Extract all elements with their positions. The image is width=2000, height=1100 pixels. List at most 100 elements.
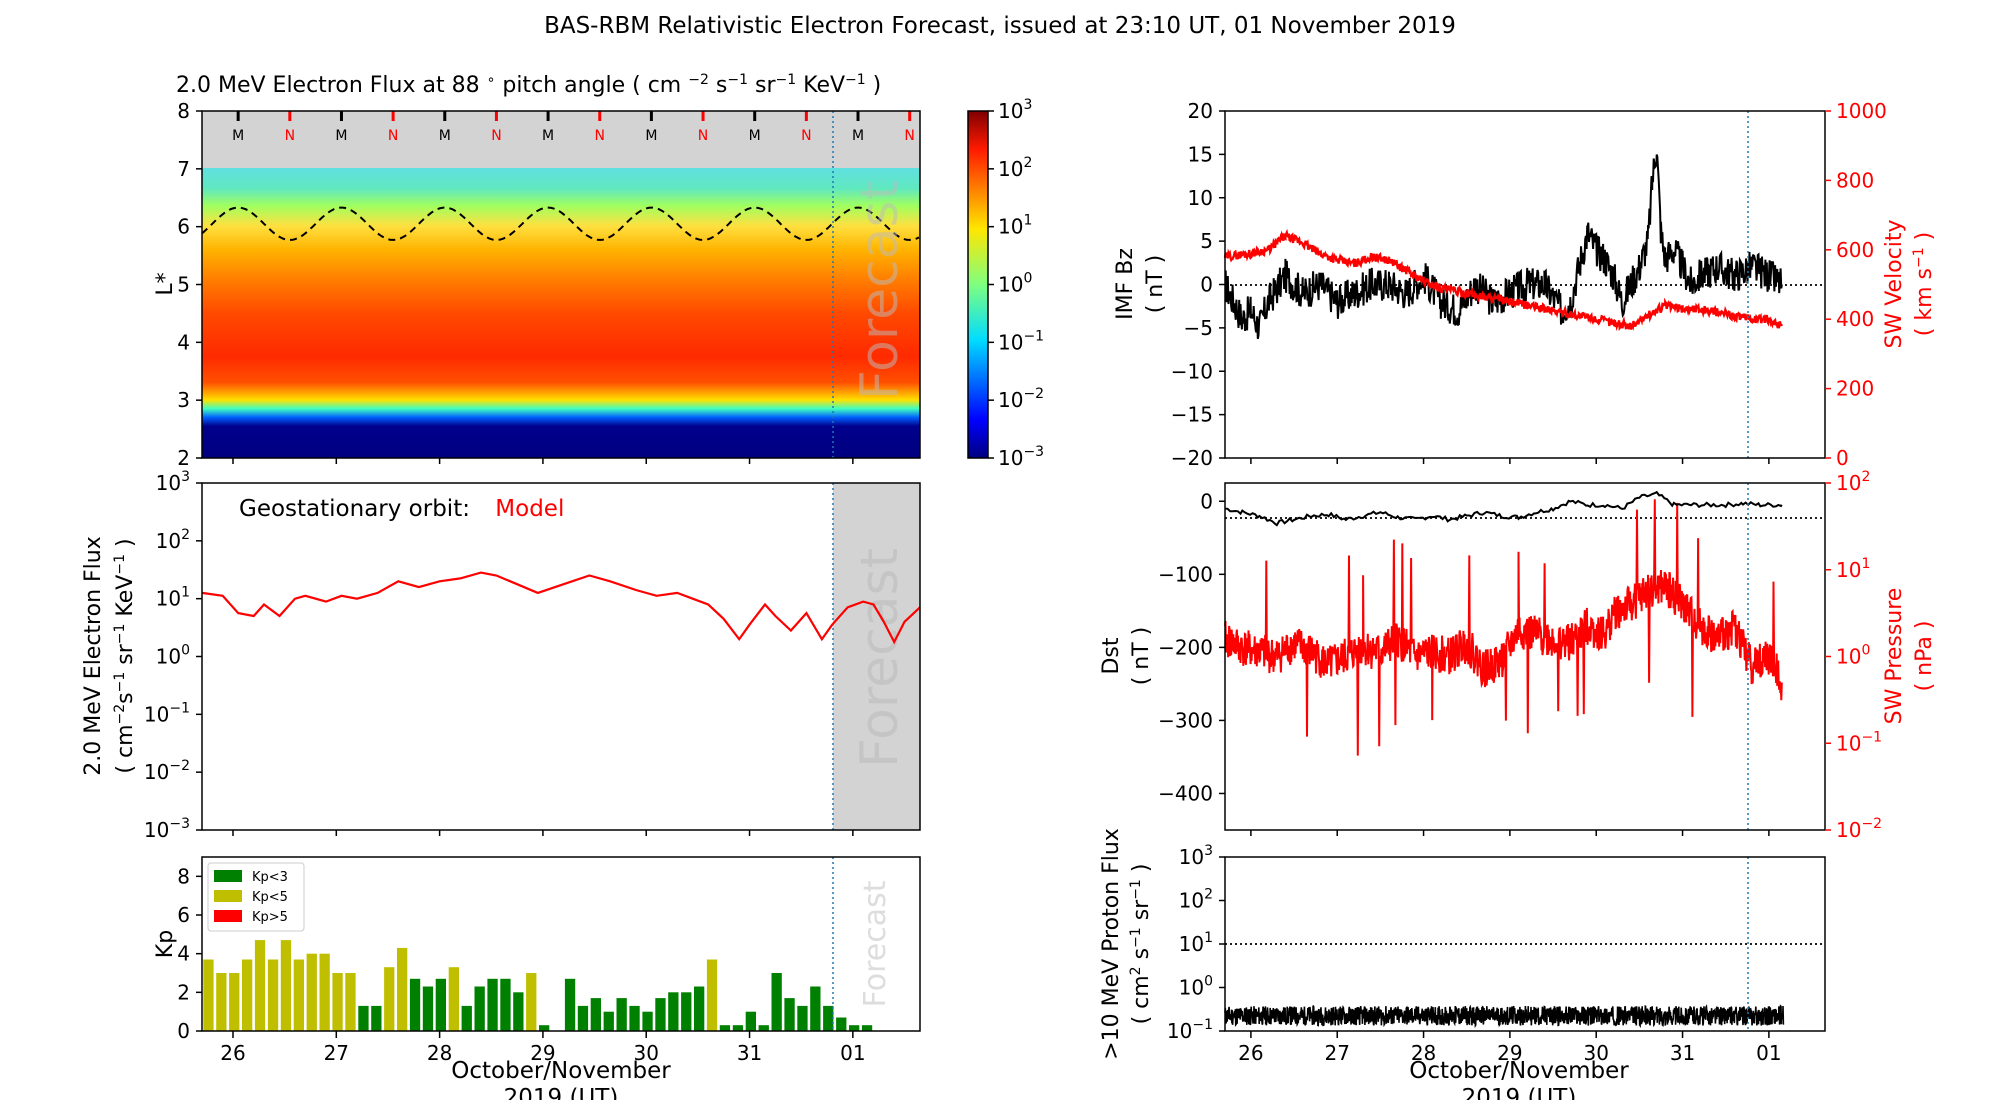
proton-x-axis: 26 27 28 29 30 31 01 [1238, 1031, 1782, 1065]
kp-bars [203, 940, 873, 1031]
y-tick-label: 100 [1179, 974, 1213, 1000]
orbit-marker-label: N [801, 128, 811, 144]
geo-annotation: Geostationary orbit: Model [239, 496, 564, 522]
y-tick-label: 10−2 [144, 758, 190, 784]
kp-bar [577, 1005, 589, 1031]
y-tick-label: 8 [177, 99, 190, 123]
y-tick-label: −10 [1171, 359, 1213, 383]
x-tick-label: 26 [220, 1041, 245, 1065]
pressure-y-axis-right: 10−2 10−1 100 101 102 [1825, 469, 1882, 842]
y-tick-label: 8 [177, 864, 190, 888]
kp-bar [229, 973, 240, 1031]
y-tick-label: 0 [1200, 489, 1213, 513]
y-tick-label: 101 [1836, 556, 1870, 582]
x-tick-label: 31 [1670, 1041, 1695, 1065]
no-data-band [202, 111, 920, 168]
kp-bar [836, 1017, 847, 1031]
x-axis-label: October/November [451, 1058, 671, 1084]
kp-bar [526, 973, 537, 1031]
kp-bar [771, 973, 782, 1031]
kp-bar [332, 973, 343, 1031]
legend-label: Kp>5 [252, 910, 288, 925]
velocity-y-label: SW Velocity [1882, 219, 1907, 348]
kp-bar [732, 1025, 744, 1031]
velocity-y-label-units: ( km s−1 ) [1911, 232, 1937, 336]
kp-bar [267, 959, 279, 1031]
forecast-shade [833, 483, 920, 830]
y-tick-label: 10−1 [1167, 1017, 1213, 1043]
geo-y-label: 2.0 MeV Electron Flux [81, 536, 106, 776]
kp-bar [487, 978, 498, 1031]
kp-bar [358, 1005, 369, 1031]
kp-bar [629, 1005, 640, 1031]
kp-bar [616, 998, 627, 1031]
y-tick-label: 6 [177, 903, 190, 927]
kp-bar [745, 1011, 756, 1031]
y-tick-label: 10−3 [144, 816, 190, 842]
y-tick-label: 102 [1836, 469, 1870, 495]
colorbar-axis: 10−3 10−2 10−1 100 101 102 103 [988, 97, 1044, 470]
proton-y-axis: 10−1 100 101 102 103 [1167, 843, 1225, 1043]
y-tick-label: 101 [1179, 930, 1213, 956]
x-tick-label: 31 [737, 1041, 762, 1065]
kp-bar [422, 986, 434, 1031]
kp-bar [293, 959, 304, 1031]
x-tick-label: 29 [530, 1041, 555, 1065]
proton-panel: 10−1 100 101 102 103 >10 MeV Proton Flux ( c… [1099, 828, 1826, 1100]
y-tick-label: −100 [1158, 562, 1213, 586]
lstar-y-axis: 2 3 4 5 6 7 8 [177, 99, 854, 470]
kp-bar [694, 986, 705, 1031]
kp-bar [345, 973, 356, 1031]
y-tick-label: 3 [177, 388, 190, 412]
y-tick-label: −400 [1158, 781, 1213, 805]
kp-bar [280, 940, 292, 1031]
orbit-marker-label: M [335, 128, 347, 144]
y-tick-label: 15 [1188, 142, 1213, 166]
dst-y-label-units: ( nT ) [1129, 627, 1154, 686]
y-tick-label: −15 [1171, 403, 1213, 427]
kp-bar [461, 1005, 472, 1031]
magnetopause-dashed-line [201, 206, 920, 241]
geo-plot-frame [201, 482, 921, 831]
kp-bar [539, 1025, 550, 1031]
colorbar-tick-label: 102 [998, 155, 1032, 181]
colorbar-tick-label: 10−3 [998, 444, 1044, 470]
kp-bar [474, 986, 485, 1031]
imf-bz-line [1224, 154, 1783, 340]
y-tick-label: 2 [177, 980, 190, 1004]
kp-bar [590, 998, 601, 1031]
kp-bar [216, 973, 227, 1031]
geo-y-axis: 10−3 10−2 10−1 100 101 102 103 [144, 469, 854, 842]
dst-line [1224, 490, 1783, 527]
orbit-marker-label: M [232, 128, 244, 144]
figure-title: BAS-RBM Relativistic Electron Forecast, … [544, 13, 1456, 39]
y-tick-label: 400 [1836, 307, 1874, 331]
orbit-marker-label: N [388, 128, 398, 144]
x-axis-label-year: 2019 (UT) [1462, 1085, 1577, 1100]
proton-y-label: >10 MeV Proton Flux [1099, 828, 1124, 1060]
colorbar-tick-label: 103 [998, 97, 1032, 123]
y-tick-label: −300 [1158, 708, 1213, 732]
x-tick-label: 27 [324, 1041, 349, 1065]
kp-bar [500, 978, 511, 1031]
orbit-marker-label: M [645, 128, 657, 144]
x-tick-label: 30 [634, 1041, 659, 1065]
orbit-marker-label: N [698, 128, 708, 144]
legend-swatch [214, 870, 242, 882]
x-tick-label: 28 [427, 1041, 452, 1065]
legend-swatch [214, 910, 242, 922]
kp-bar [719, 1025, 731, 1031]
y-tick-label: 20 [1188, 99, 1213, 123]
y-tick-label: 800 [1836, 168, 1874, 192]
colorbar-tick-label: 101 [998, 213, 1032, 239]
orbit-marker-label: N [285, 128, 295, 144]
imf-y-axis-left: −20 −15 −10 −5 0 5 10 15 20 [1171, 99, 1770, 470]
kp-bar [203, 959, 214, 1031]
kp-bar [319, 953, 330, 1031]
kp-bar [242, 959, 253, 1031]
geo-flux-panel: Forecast Geostationary orbit: Model 10−3… [81, 469, 921, 842]
kp-bar [513, 992, 524, 1031]
kp-bar [849, 1025, 860, 1031]
